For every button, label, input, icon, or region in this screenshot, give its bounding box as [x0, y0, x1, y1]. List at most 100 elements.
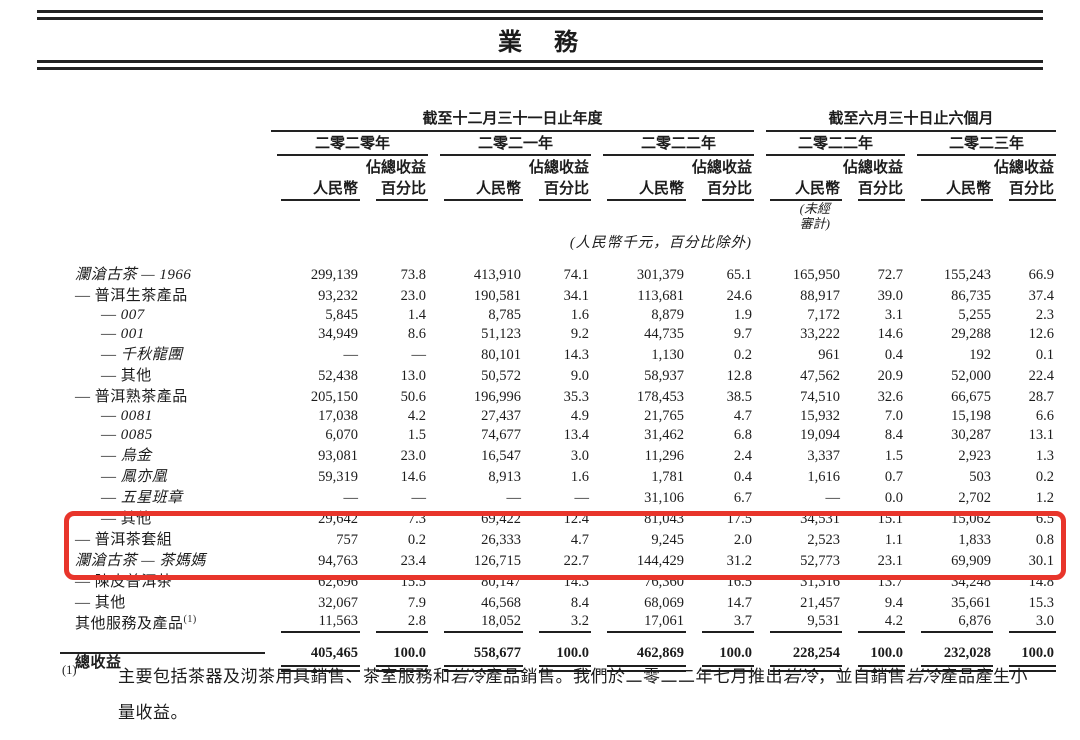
table-row: — 千秋龍團 — — 80,101 14.3 1,130 0.2 961 0.4 192 0.1 — [75, 343, 1056, 364]
total-cell: 232,028 — [921, 645, 994, 672]
period-annual-header: 截至十二月三十一日止年度 — [271, 107, 754, 132]
revenue-cell: 757 — [336, 532, 358, 548]
revenue-cell: 12.6 — [1028, 326, 1055, 342]
revenue-cell: 299,139 — [310, 267, 358, 283]
total-cell: 100.0 — [702, 645, 754, 672]
share-of-revenue-header: 佔總收益 — [994, 160, 1055, 176]
period-interim-header: 截至六月三十日止六個月 — [766, 107, 1057, 132]
revenue-cell: 86,735 — [951, 288, 992, 304]
revenue-cell: 20.9 — [877, 368, 904, 384]
revenue-cell: 22.4 — [1028, 368, 1055, 384]
revenue-cell: — — [411, 490, 427, 506]
revenue-cell: 30,287 — [951, 427, 992, 443]
percent-header: 百分比 — [376, 177, 428, 201]
footnote-segment: 產品銷售。我們於二零二二年七月推出 — [485, 667, 783, 686]
revenue-cell: 9,531 — [770, 613, 842, 633]
rmb-header: 人民幣 — [281, 177, 360, 201]
revenue-cell: 66.9 — [1028, 267, 1055, 283]
share-of-revenue-header: 佔總收益 — [691, 160, 752, 176]
footnote-divider-rule — [60, 652, 265, 654]
revenue-cell: 4.9 — [570, 408, 589, 424]
footnote-segment: 產品產生小量收益。 — [118, 667, 1028, 722]
total-cell: 462,869 — [607, 645, 686, 672]
revenue-cell: 1,130 — [651, 347, 684, 363]
table-row: — 普洱茶套組 757 0.2 26,333 4.7 9,245 2.0 2,523 1.1 1,… — [75, 528, 1056, 549]
revenue-cell: 23.4 — [400, 553, 426, 569]
revenue-cell: 178,453 — [636, 389, 684, 405]
revenue-cell: 6.7 — [733, 490, 752, 506]
revenue-cell: 14.6 — [877, 326, 904, 342]
share-of-revenue-header: 佔總收益 — [843, 160, 904, 176]
revenue-cell: 9.7 — [733, 326, 752, 342]
footnote-segment: ，並自銷售 — [818, 667, 906, 686]
revenue-cell: 413,910 — [473, 267, 521, 283]
revenue-cell: 62,696 — [318, 574, 358, 590]
revenue-cell: 0.2 — [1035, 469, 1055, 485]
table-row: — 001 34,949 8.6 51,123 9.2 44,735 9.7 33,222 14… — [75, 324, 1056, 343]
revenue-cell: 11,296 — [644, 448, 684, 464]
row-label: — 其他 — [101, 511, 152, 527]
revenue-cell: 6,070 — [325, 427, 358, 443]
revenue-cell: 144,429 — [636, 553, 684, 569]
revenue-cell: 1.3 — [1035, 448, 1055, 464]
revenue-cell: 1.1 — [884, 532, 904, 548]
revenue-cell: 155,243 — [943, 267, 992, 283]
percent-header: 百分比 — [539, 177, 591, 201]
revenue-cell: 37.4 — [1028, 288, 1055, 304]
total-cell: 405,465 — [281, 645, 360, 672]
title-bottom-double-rule — [37, 60, 1043, 70]
revenue-cell: 0.7 — [884, 469, 904, 485]
footnote-text: 主要包括茶器及沏茶用具銷售、茶室服務和岩冷產品銷售。我們於二零二二年七月推出岩冷… — [118, 659, 1030, 731]
revenue-cell: 28.7 — [1028, 389, 1055, 405]
row-label: — 其他 — [75, 595, 126, 611]
revenue-cell: 2.8 — [376, 613, 428, 633]
revenue-cell: 4.2 — [858, 613, 906, 633]
row-label: — 陳皮普洱茶 — [75, 574, 173, 590]
revenue-cell: 13.1 — [1028, 427, 1055, 443]
row-label: — 0085 — [101, 427, 153, 443]
revenue-cell: 80,147 — [481, 574, 521, 590]
total-cell: 100.0 — [539, 645, 591, 672]
period-header-row: 截至十二月三十一日止年度 截至六月三十日止六個月 — [75, 106, 1057, 132]
revenue-cell: 9,245 — [651, 532, 684, 548]
revenue-cell: 12.4 — [563, 511, 589, 527]
year-header: 二零二一年 — [440, 132, 591, 156]
revenue-cell: 14.6 — [400, 469, 426, 485]
revenue-cell: 2.0 — [733, 532, 752, 548]
year-header-row: 二零二零年 二零二一年 二零二二年 二零二二年 二零二三年 — [75, 132, 1057, 156]
table-row: — 0085 6,070 1.5 74,677 13.4 31,462 6.8 19,094 8… — [75, 425, 1056, 444]
revenue-cell: 46,568 — [481, 595, 521, 611]
revenue-cell: 2,523 — [807, 532, 840, 548]
revenue-cell: 13.7 — [877, 574, 904, 590]
revenue-cell: 7.3 — [407, 511, 426, 527]
revenue-cell: 81,043 — [644, 511, 684, 527]
revenue-cell: 503 — [969, 469, 992, 485]
revenue-cell: 1,833 — [958, 532, 992, 548]
revenue-cell: 205,150 — [310, 389, 358, 405]
revenue-cell: 9.4 — [884, 595, 904, 611]
row-label: — 001 — [101, 326, 145, 342]
revenue-cell: 23.0 — [400, 288, 426, 304]
revenue-cell: 74,510 — [800, 389, 840, 405]
subheader-bottom-row: 人民幣 百分比 人民幣 百分比 人民幣 百分比 人民幣 百分比 人民幣 百分比 — [75, 177, 1057, 201]
revenue-cell: 1.4 — [407, 307, 426, 323]
revenue-cell: 50.6 — [400, 389, 426, 405]
unaudited-note: (未經 審計) — [799, 201, 830, 231]
row-label: — 普洱生茶產品 — [75, 288, 188, 304]
revenue-cell: 5,255 — [958, 307, 992, 323]
row-label: 瀾滄古茶 — 1966 — [75, 267, 192, 283]
revenue-cell: 16.5 — [726, 574, 752, 590]
share-of-revenue-header: 佔總收益 — [528, 160, 589, 176]
table-row: — 普洱生茶產品 93,232 23.0 190,581 34.1 113,681 24.6… — [75, 284, 1056, 305]
revenue-cell: 0.4 — [884, 347, 904, 363]
revenue-cell: 113,681 — [637, 288, 684, 304]
percent-header: 百分比 — [1009, 177, 1057, 201]
revenue-cell: 66,675 — [951, 389, 992, 405]
revenue-cell: 93,232 — [318, 288, 358, 304]
revenue-cell: 1.6 — [570, 469, 589, 485]
revenue-cell: 26,333 — [481, 532, 521, 548]
row-label: 其他服務及產品(1) — [75, 614, 197, 632]
revenue-cell: 1.6 — [570, 307, 589, 323]
footnote-italic-term: 岩冷 — [905, 667, 941, 686]
revenue-cell: 3.0 — [570, 448, 589, 464]
